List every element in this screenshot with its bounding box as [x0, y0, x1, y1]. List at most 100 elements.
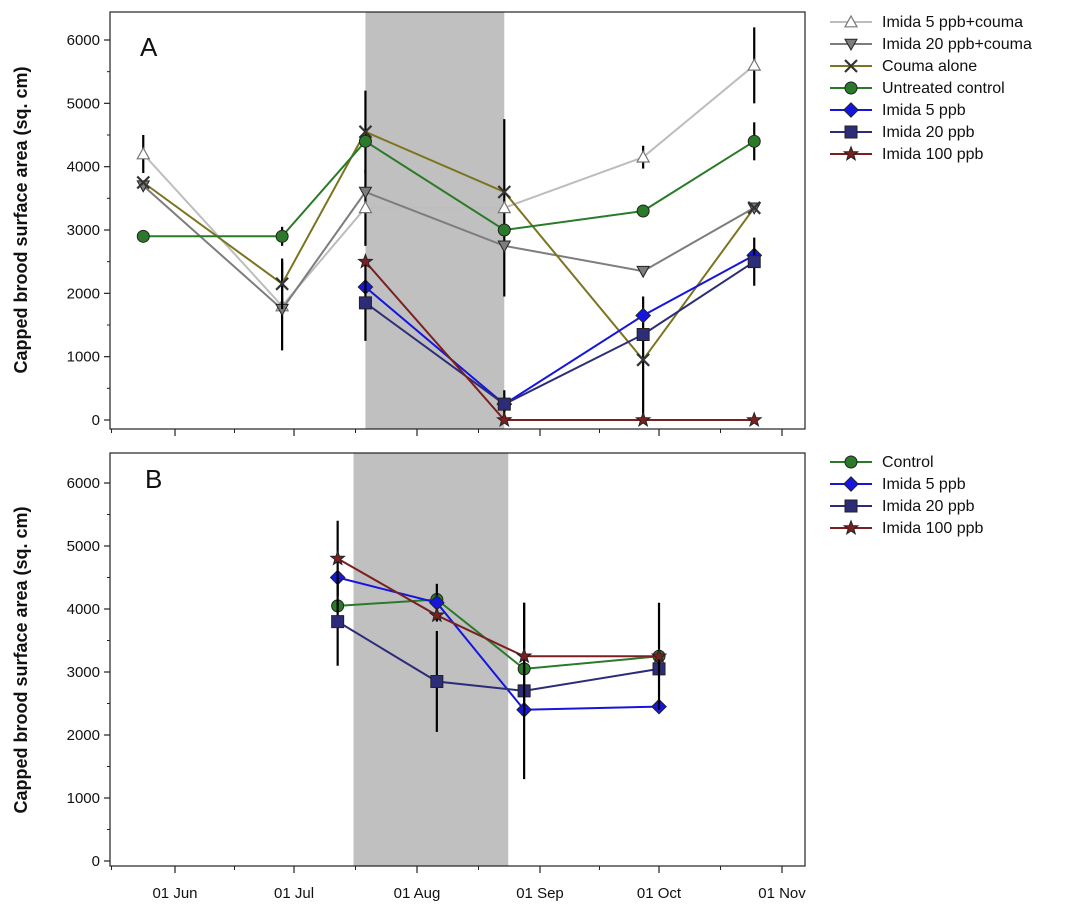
legend-marker: [842, 519, 860, 535]
legend-label: Imida 20 ppb: [882, 124, 975, 141]
data-point: [497, 240, 512, 253]
data-point: [357, 253, 374, 269]
panel-b: 0 1000 2000 3000 4000 5000 6000 01 Jun 01 Jul 01 …: [11, 452, 984, 902]
data-point: [515, 647, 533, 664]
data-point: [747, 58, 762, 71]
series-line: [364, 260, 755, 406]
y-axis-title: Capped brood surface area (sq. cm): [11, 506, 31, 813]
data-point: [497, 200, 512, 214]
legend-marker: [844, 499, 858, 513]
data-point: [497, 185, 512, 199]
legend: Control Imida 5 ppb Imida 20 ppb Imida 100 …: [830, 454, 984, 537]
data-point: [331, 615, 345, 629]
legend-label: Untreated control: [882, 80, 1005, 97]
plot-frame: [109, 452, 806, 867]
y-tick-label: 6000: [67, 32, 100, 49]
legend-label: Imida 100 ppb: [882, 146, 984, 163]
y-axis-title: Capped brood surface area (sq. cm): [11, 66, 31, 373]
legend-label: Couma alone: [882, 58, 977, 75]
legend-label: Imida 5 ppb: [882, 102, 966, 119]
series-imida-100-ppb: [329, 520, 668, 710]
series-imida-20-ppb: [358, 237, 761, 419]
x-tick-label: 01 Aug: [394, 885, 441, 902]
legend-marker: [844, 81, 858, 95]
legend-marker: [842, 145, 860, 161]
series-imida-5-ppb-couma: [136, 27, 762, 351]
data-point: [747, 201, 762, 215]
legend-marker: [844, 125, 858, 139]
data-point: [358, 125, 373, 139]
legend-marker: [843, 14, 859, 28]
data-point: [497, 397, 511, 411]
series-line: [337, 598, 660, 670]
legend-marker: [844, 59, 858, 73]
y-tick-label: 4000: [67, 159, 100, 176]
data-point: [636, 265, 650, 279]
legend-marker: [843, 102, 859, 118]
legend-label: Control: [882, 454, 934, 471]
data-point: [275, 277, 289, 291]
data-point: [358, 134, 372, 148]
data-point: [497, 223, 511, 237]
series-line: [142, 64, 755, 308]
data-point: [136, 229, 150, 243]
y-tick-label: 1000: [67, 349, 100, 366]
series-line: [364, 261, 755, 421]
data-point: [636, 149, 651, 163]
y-tick-label: 2000: [67, 727, 100, 744]
x-tick-label: 01 Jun: [152, 885, 197, 902]
series-untreated-control: [136, 122, 761, 246]
data-point: [650, 647, 668, 664]
series-line: [142, 184, 755, 311]
data-point: [746, 411, 763, 427]
legend-marker: [844, 38, 858, 52]
y-tick-label: 4000: [67, 601, 100, 618]
data-point: [636, 328, 650, 341]
y-tick-label: 3000: [67, 664, 100, 681]
legend-label: Imida 100 ppb: [882, 520, 984, 537]
panel-label: B: [145, 464, 162, 494]
series-line: [364, 254, 755, 406]
data-point: [635, 307, 652, 324]
y-tick-label: 5000: [67, 538, 100, 555]
series-line: [337, 620, 660, 692]
legend-label: Imida 5 ppb: [882, 476, 966, 493]
data-point: [136, 146, 151, 160]
series-line: [337, 576, 660, 711]
data-point: [636, 204, 650, 218]
y-tick-label: 0: [92, 853, 100, 870]
y-tick-label: 1000: [67, 790, 100, 807]
y-tick-label: 3000: [67, 222, 100, 239]
plot-frame: [109, 11, 806, 430]
y-tick-label: 2000: [67, 285, 100, 302]
legend: Imida 5 ppb+couma Imida 20 ppb+couma Couma…: [830, 14, 1032, 163]
data-point: [275, 229, 289, 243]
legend-marker: [844, 455, 858, 469]
x-tick-label: 01 Jul: [274, 885, 314, 902]
data-point: [358, 296, 372, 310]
shaded-period: [353, 453, 509, 866]
data-point: [428, 606, 446, 623]
data-point: [634, 411, 652, 427]
legend-label: Imida 5 ppb+couma: [882, 14, 1023, 31]
series-line: [142, 130, 756, 362]
panel-a: 0 1000 2000 3000 4000 5000 6000 Capped brood su…: [11, 11, 1032, 436]
y-tick-label: 0: [92, 412, 100, 429]
legend-label: Imida 20 ppb+couma: [882, 36, 1032, 53]
shaded-period: [365, 12, 505, 429]
data-point: [329, 549, 346, 566]
data-point: [747, 134, 761, 148]
panel-label: A: [140, 32, 158, 62]
series-line: [337, 557, 659, 658]
data-point: [496, 411, 513, 427]
x-tick-label: 01 Sep: [516, 885, 564, 902]
legend-marker: [843, 476, 859, 492]
legend-label: Imida 20 ppb: [882, 498, 975, 515]
x-tick-label: 01 Nov: [758, 885, 806, 902]
data-point: [636, 353, 650, 367]
data-point: [358, 186, 373, 200]
data-point: [430, 674, 444, 688]
data-point: [747, 255, 761, 269]
series-line: [143, 139, 755, 238]
